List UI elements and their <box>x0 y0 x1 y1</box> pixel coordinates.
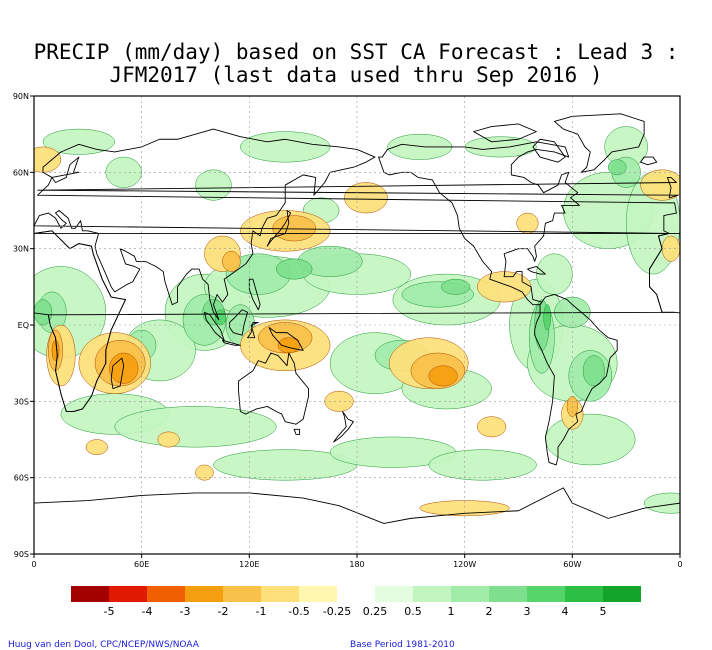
wet-anomaly-patch <box>195 169 232 201</box>
coastline-greenland <box>553 113 645 173</box>
base-period-label: Base Period 1981-2010 <box>350 640 455 650</box>
lat-tick-label: 30N <box>13 245 29 254</box>
wet-anomaly-patch <box>543 304 552 331</box>
legend-label: 0.25 <box>362 605 388 618</box>
dry-anomaly-patch <box>516 212 539 234</box>
legend-label: 0.5 <box>404 605 422 618</box>
wet-anomaly-patch <box>42 128 116 155</box>
legend-label: -1 <box>255 605 267 618</box>
legend-label: 2 <box>485 605 493 618</box>
lat-tick-label: 90S <box>14 550 29 559</box>
lon-tick-label: 60E <box>134 560 149 569</box>
wet-anomaly-patch <box>105 156 142 188</box>
coastline-antarctica <box>34 487 680 554</box>
coastline-sumatra <box>204 311 225 341</box>
lat-tick-label: EQ <box>18 321 29 330</box>
lon-tick-label: 120E <box>239 560 259 569</box>
coastline-philippines <box>248 278 261 311</box>
legend-swatch <box>603 586 641 602</box>
legend-swatch <box>451 586 489 602</box>
wet-anomaly-patch <box>428 449 537 481</box>
coastline-scandinavia-sea <box>51 156 80 183</box>
coastline-eurasia <box>34 128 677 321</box>
wet-anomaly-patch <box>276 258 313 280</box>
wet-anomaly-patch <box>643 492 680 514</box>
coastline-australia <box>238 352 309 425</box>
coastline-tasmania <box>293 428 301 435</box>
dry-anomaly-patch <box>344 182 388 214</box>
legend-label: 1 <box>447 605 455 618</box>
wet-anomaly-patch <box>464 136 537 158</box>
lon-tick-label: 120W <box>453 560 476 569</box>
legend-label: -0.5 <box>288 605 310 618</box>
legend-swatch <box>375 586 413 602</box>
legend-swatch <box>185 586 223 602</box>
coastline-africa-wrap <box>649 232 680 314</box>
lon-tick-label: 0 <box>677 560 682 569</box>
continent-outlines <box>34 113 680 554</box>
coastline-sulawesi <box>247 322 259 339</box>
legend-swatch <box>413 586 451 602</box>
coastline-britain <box>37 176 679 199</box>
lat-tick-label: 30S <box>14 397 29 406</box>
lon-tick-label: 0 <box>31 560 36 569</box>
wet-anomaly-patch <box>114 406 277 448</box>
wet-anomaly-patch <box>441 278 471 295</box>
legend-swatch <box>299 586 337 602</box>
legend-swatch <box>223 586 261 602</box>
map-title-line2: JFM2017 (last data used thru Sep 2016 ) <box>109 63 603 87</box>
map-title-line1: PRECIP (mm/day) based on SST CA Forecast… <box>33 40 679 64</box>
coastline-madagascar <box>110 357 125 390</box>
dry-anomaly-patch <box>85 439 108 456</box>
coastline-borneo <box>229 309 248 336</box>
dry-anomaly-patch <box>222 250 241 272</box>
wet-anomaly-patch <box>582 355 605 387</box>
wet-anomaly-patch <box>240 131 331 163</box>
legend-label: -4 <box>141 605 153 618</box>
legend-label: 5 <box>599 605 607 618</box>
coastline-n-america <box>378 141 580 306</box>
legend-label: 4 <box>561 605 569 618</box>
dry-anomaly-patch <box>476 416 507 438</box>
coastline-new-zealand <box>333 411 354 443</box>
lon-tick-label: 60W <box>563 560 581 569</box>
legend-swatch <box>565 586 603 602</box>
legend-swatch <box>109 586 147 602</box>
legend-swatch <box>527 586 565 602</box>
legend-label: -3 <box>179 605 191 618</box>
coastline-java <box>221 339 241 346</box>
dry-anomaly-patch <box>157 431 180 448</box>
coastline-new-guinea <box>268 327 304 351</box>
dry-anomaly-patch <box>195 464 214 481</box>
legend-label: -5 <box>103 605 115 618</box>
coastline-iceland <box>640 156 658 166</box>
legend-swatch <box>489 586 527 602</box>
wet-anomaly-patch <box>607 159 627 176</box>
lat-tick-label: 60N <box>13 168 29 177</box>
coastline-s-america <box>534 294 618 466</box>
coastline-caribbean-cuba <box>527 266 546 275</box>
dry-anomaly-patch <box>428 365 458 387</box>
coastline-arctic-islands <box>473 123 537 143</box>
legend-swatch <box>261 586 299 602</box>
legend-swatch <box>71 586 109 602</box>
legend-swatch <box>337 586 375 602</box>
lon-tick-label: 180 <box>349 560 364 569</box>
author-credit: Huug van den Dool, CPC/NCEP/NWS/NOAA <box>8 640 199 650</box>
dry-anomaly-patch <box>51 340 60 361</box>
lat-tick-label: 60S <box>14 474 29 483</box>
graticule <box>34 96 680 554</box>
wet-anomaly-patch <box>545 413 636 466</box>
legend-label: 3 <box>523 605 531 618</box>
legend-label: -0.25 <box>322 605 352 618</box>
coastline-baffin <box>532 138 566 163</box>
coastline-africa-west <box>34 230 127 412</box>
lat-tick-label: 90N <box>13 92 29 101</box>
coastline-japan <box>266 210 292 247</box>
wet-anomaly-patch <box>34 299 53 326</box>
legend-label: -2 <box>217 605 229 618</box>
legend-swatch <box>147 586 185 602</box>
